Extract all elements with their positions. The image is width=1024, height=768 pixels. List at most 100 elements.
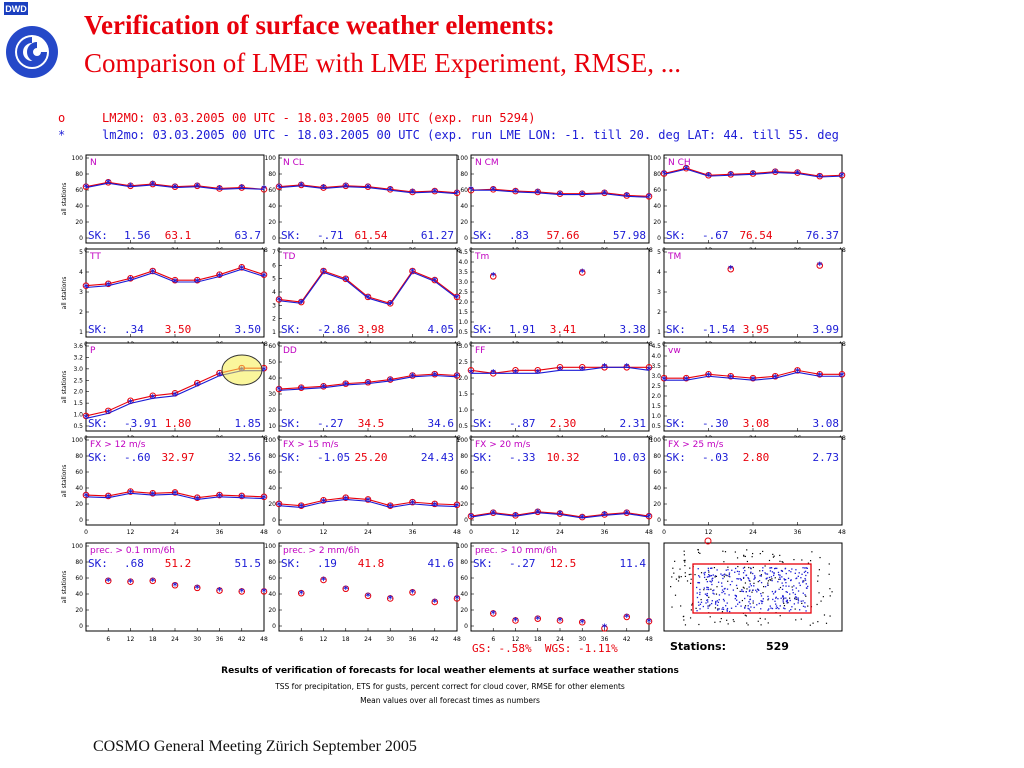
map-station-dot bbox=[760, 574, 763, 576]
map-station-dot bbox=[683, 619, 685, 621]
point-star: * bbox=[83, 282, 89, 293]
point-circle bbox=[260, 588, 268, 595]
y-axis-label: all stations bbox=[61, 277, 68, 310]
map-station-dot bbox=[678, 575, 680, 577]
point-star: * bbox=[817, 172, 823, 183]
map-station-dot-domain bbox=[769, 605, 771, 607]
point-star: * bbox=[773, 167, 779, 178]
legend-line-1: o LM2MO: 03.03.2005 00 UTC - 18.03.2005 0… bbox=[58, 111, 535, 125]
score-reference: 2.80 bbox=[743, 451, 770, 464]
map-station-dot-domain bbox=[713, 589, 715, 591]
point-star: * bbox=[195, 584, 201, 595]
map-station-dot-domain bbox=[756, 604, 758, 606]
map-station-dot-domain bbox=[786, 602, 788, 604]
map-station-dot bbox=[779, 560, 781, 562]
map-station-dot-domain bbox=[736, 599, 738, 601]
point-star: * bbox=[150, 490, 156, 501]
map-station-dot-domain bbox=[710, 567, 713, 569]
map-station-dot-domain bbox=[742, 572, 745, 574]
map-station-dot bbox=[787, 602, 789, 604]
caption-main: Results of verification of forecasts for… bbox=[221, 666, 679, 676]
score-reference: 3.98 bbox=[358, 323, 385, 336]
map-station-dot-domain bbox=[780, 597, 782, 599]
map-station-dot-domain bbox=[747, 605, 749, 607]
score-reference: 3.50 bbox=[165, 323, 192, 336]
y-tick-label: 0 bbox=[79, 235, 83, 242]
skill-label: SK: bbox=[666, 323, 686, 336]
skill-value: -.33 bbox=[509, 451, 536, 464]
x-tick-label: 36 bbox=[216, 529, 224, 536]
x-tick-label: 48 bbox=[838, 529, 846, 536]
y-tick-label: 40 bbox=[268, 485, 276, 492]
y-axis-label: all stations bbox=[61, 465, 68, 498]
y-tick-label: 0 bbox=[272, 623, 276, 630]
score-reference: 41.8 bbox=[358, 557, 385, 570]
x-tick-label: 0 bbox=[84, 529, 88, 536]
map-station-dot-domain bbox=[729, 576, 731, 578]
map-station-dot-domain bbox=[699, 591, 701, 594]
map-station-dot-domain bbox=[804, 579, 807, 581]
skill-label: SK: bbox=[88, 229, 108, 242]
map-station-dot bbox=[690, 578, 692, 580]
map-station-dot-domain bbox=[777, 571, 780, 574]
map-station-dot-domain bbox=[727, 569, 729, 571]
point-star: * bbox=[388, 299, 394, 310]
map-station-dot-domain bbox=[721, 608, 723, 610]
map-station-dot-domain bbox=[721, 589, 724, 591]
point-star: * bbox=[580, 365, 586, 376]
map-station-dot-domain bbox=[748, 586, 750, 588]
skill-label: SK: bbox=[473, 323, 493, 336]
map-station-dot bbox=[794, 608, 796, 610]
y-tick-label: 7 bbox=[272, 249, 276, 256]
y-tick-label: 20 bbox=[75, 501, 83, 508]
y-tick-label: 40 bbox=[268, 375, 276, 382]
map-station-dot-domain bbox=[704, 571, 706, 574]
x-tick-label: 48 bbox=[645, 636, 653, 643]
map-station-dot bbox=[708, 596, 710, 598]
point-star: * bbox=[365, 496, 371, 507]
skill-label: SK: bbox=[281, 451, 301, 464]
map-station-dot-domain bbox=[778, 588, 780, 590]
y-tick-label: 40 bbox=[460, 203, 468, 210]
map-station-dot-domain bbox=[805, 610, 807, 612]
panel-8: 54321012243648TM**SK:-1.543.953.99 bbox=[657, 248, 846, 348]
y-tick-label: 40 bbox=[75, 591, 83, 598]
y-tick-label: 2.0 bbox=[458, 299, 468, 306]
score-experiment: 63.7 bbox=[235, 229, 262, 242]
point-circle bbox=[623, 613, 631, 621]
point-circle bbox=[149, 490, 157, 497]
map-station-dot-domain bbox=[710, 581, 712, 583]
map-station-dot bbox=[829, 615, 831, 617]
y-tick-label: 20 bbox=[460, 501, 468, 508]
map-station-dot-domain bbox=[753, 585, 755, 587]
point-star: * bbox=[239, 587, 245, 598]
y-tick-label: 5 bbox=[79, 249, 83, 256]
skill-value: -.87 bbox=[509, 417, 536, 430]
point-star: * bbox=[217, 370, 223, 381]
point-star: * bbox=[106, 408, 112, 419]
score-experiment: 3.08 bbox=[813, 417, 840, 430]
y-tick-label: 6 bbox=[272, 262, 276, 269]
map-station-dot bbox=[829, 588, 831, 590]
map-station-dot-domain bbox=[724, 593, 726, 595]
map-station-dot-domain bbox=[696, 610, 698, 612]
map-station-dot-domain bbox=[784, 567, 787, 569]
y-tick-label: 4.0 bbox=[651, 353, 661, 360]
map-station-dot bbox=[723, 576, 725, 578]
y-tick-label: 80 bbox=[653, 171, 661, 178]
y-tick-label: 40 bbox=[268, 591, 276, 598]
map-station-dot-domain bbox=[775, 596, 777, 598]
point-circle bbox=[645, 193, 653, 200]
point-star: * bbox=[513, 368, 519, 379]
map-station-dot bbox=[699, 552, 701, 555]
map-station-dot bbox=[818, 569, 820, 571]
legend-text-1: LM2MO: 03.03.2005 00 UTC - 18.03.2005 00… bbox=[102, 111, 536, 125]
map-station-dot-domain bbox=[750, 571, 752, 573]
map-station-dot-domain bbox=[801, 573, 803, 575]
point-star: * bbox=[261, 587, 267, 598]
map-station-dot-domain bbox=[765, 573, 767, 575]
point-star: * bbox=[388, 376, 394, 387]
point-circle bbox=[771, 372, 779, 380]
series-line bbox=[278, 184, 458, 194]
